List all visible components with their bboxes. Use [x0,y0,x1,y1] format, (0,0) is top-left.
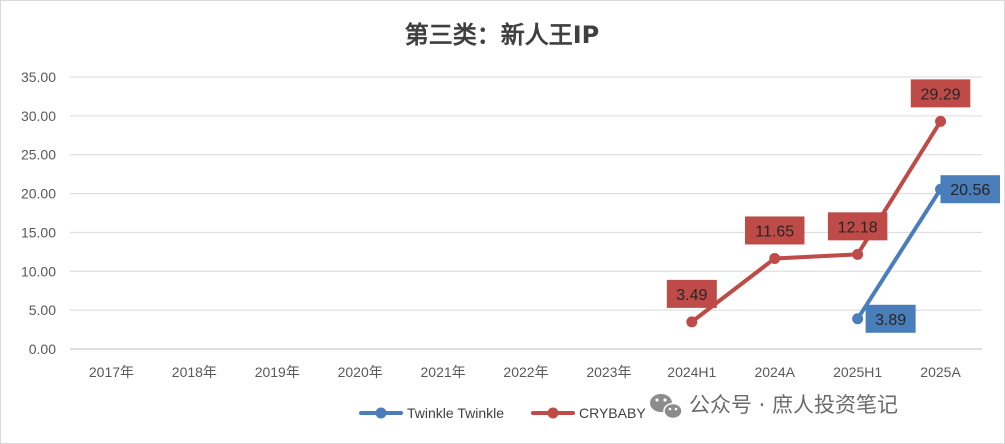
data-label-box [666,279,717,308]
data-label-text: 11.65 [755,223,794,240]
legend-swatch-marker [547,407,559,419]
data-point [852,313,864,325]
data-label-box [827,212,888,241]
data-label: 3.49 [666,279,717,308]
x-tick-label: 2024A [754,364,795,380]
series-line [855,187,943,321]
data-labels: 3.89 20.56 3.49 11.65 12.18 29.29 [666,79,1000,333]
data-point [852,248,864,260]
data-label-text: 3.89 [875,312,906,329]
data-label: 20.56 [940,175,1000,204]
legend: Twinkle Twinkle CRYBABY [359,405,646,421]
legend-label: Twinkle Twinkle [407,405,504,421]
x-tick-label: 2025H1 [833,364,882,380]
legend-item: CRYBABY [531,405,646,421]
y-tick-label: 15.00 [21,224,56,240]
data-label-text: 29.29 [921,86,961,103]
series-layer [686,115,947,328]
x-tick-label: 2025A [920,364,961,380]
chart-title: 第三类：新人王IP [405,21,600,49]
data-label-text: 3.49 [676,287,707,304]
x-tick-label: 2023年 [586,364,631,380]
data-label-box [910,79,971,108]
data-label: 29.29 [910,79,971,108]
data-label-box [744,216,805,245]
data-label-box [865,304,916,333]
x-tick-label: 2018年 [172,364,217,380]
y-axis: 0.00 5.00 10.00 15.00 20.00 25.00 30.00 35.00 [21,69,56,357]
y-tick-label: 0.00 [29,341,56,357]
x-tick-label: 2017年 [89,364,134,380]
x-tick-label: 2019年 [255,364,300,380]
legend-swatch-marker [375,407,387,419]
data-label-text: 12.18 [838,219,878,236]
legend-item: Twinkle Twinkle [359,405,504,421]
y-tick-label: 5.00 [29,302,56,318]
data-label-text: 20.56 [950,182,990,199]
x-axis: 2017年 2018年 2019年 2020年 2021年 2022年 2023年 2024H… [89,364,962,380]
data-point [769,252,781,264]
y-tick-label: 30.00 [21,108,56,124]
x-tick-label: 2021年 [421,364,466,380]
x-tick-label: 2024H1 [667,364,716,380]
data-label: 11.65 [744,216,805,245]
data-label: 3.89 [865,304,916,333]
watermark: 公众号 · 庶人投资笔记 [650,393,898,420]
wechat-icon [650,394,683,420]
watermark-text: 公众号 · 庶人投资笔记 [689,393,898,417]
y-tick-label: 25.00 [21,147,56,163]
data-label-box [940,175,1000,204]
data-label: 12.18 [827,212,888,241]
series-line [689,119,943,324]
data-point [686,316,698,328]
x-tick-label: 2020年 [338,364,383,380]
y-tick-label: 10.00 [21,263,56,279]
y-tick-label: 20.00 [21,186,56,202]
y-tick-label: 35.00 [21,69,56,85]
x-tick-label: 2022年 [503,364,548,380]
legend-label: CRYBABY [579,405,646,421]
data-point [935,115,947,127]
